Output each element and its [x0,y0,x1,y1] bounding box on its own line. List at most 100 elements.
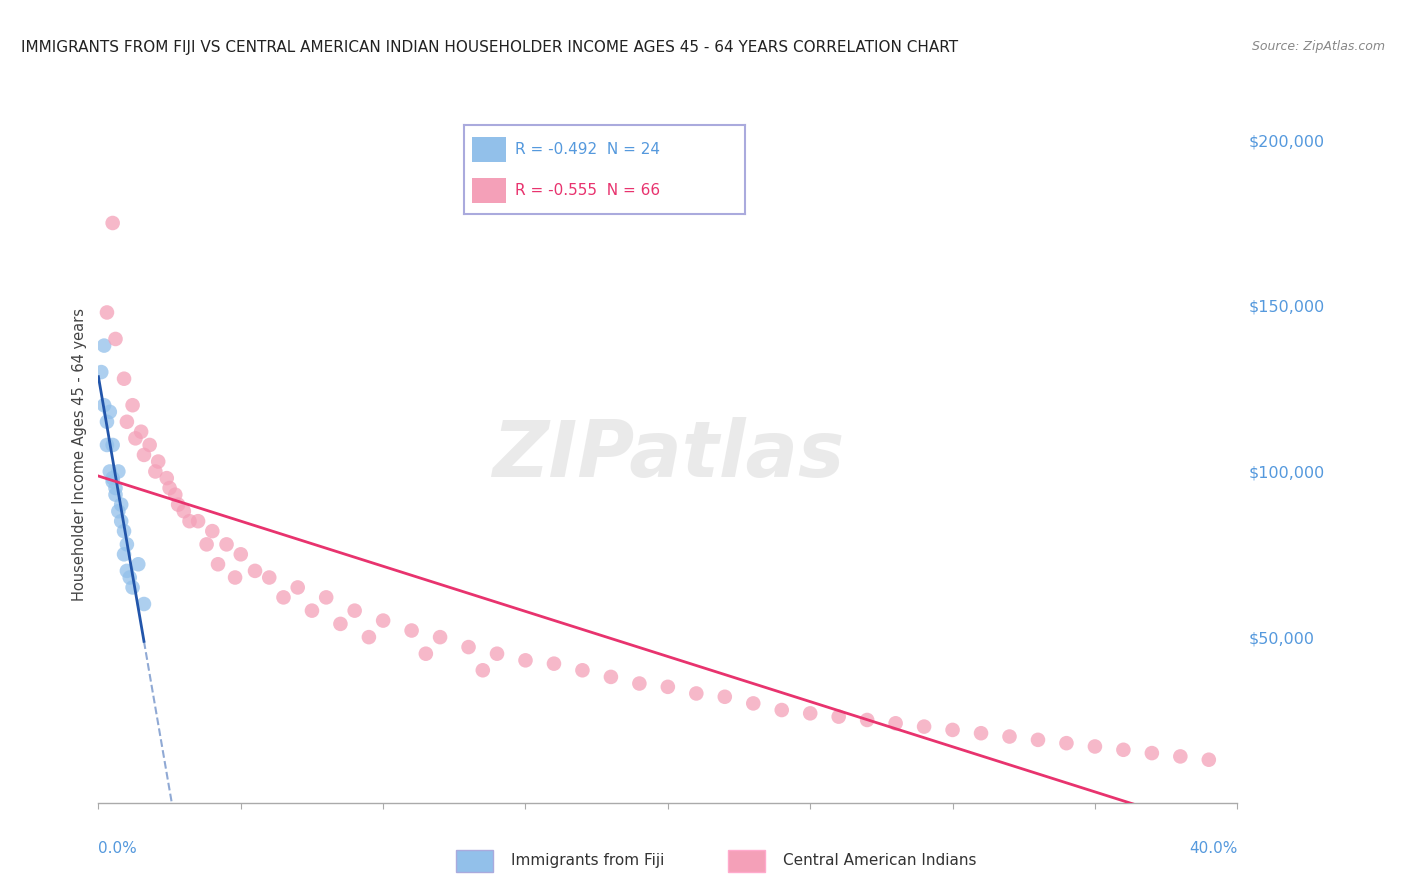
Point [138,438,160,452]
Point [224,570,246,584]
Point [195,537,218,551]
Point [315,591,337,605]
Point [343,604,366,618]
Point [357,630,380,644]
Point [714,690,737,704]
Point [259,570,281,584]
Point [132,597,155,611]
Point [1170,749,1192,764]
Point [115,537,138,551]
Point [101,438,124,452]
Point [127,558,149,572]
Point [828,709,851,723]
Point [1112,743,1135,757]
Point [159,481,181,495]
Point [207,558,229,572]
Point [98,465,121,479]
Point [124,431,146,445]
Point [165,488,187,502]
Point [118,570,141,584]
Point [457,640,479,654]
Point [104,488,127,502]
Point [110,514,132,528]
Point [571,663,593,677]
Point [104,332,127,346]
Point [970,726,993,740]
Point [1198,753,1220,767]
Point [543,657,565,671]
Y-axis label: Householder Income Ages 45 - 64 years: Householder Income Ages 45 - 64 years [72,309,87,601]
Point [657,680,679,694]
Point [770,703,793,717]
Point [329,616,352,631]
Point [145,465,167,479]
Point [156,471,179,485]
Point [148,454,170,468]
Text: 0.0%: 0.0% [98,841,138,856]
Point [167,498,190,512]
Point [912,720,935,734]
FancyBboxPatch shape [456,849,492,872]
Point [115,564,138,578]
Point [112,547,135,561]
Point [93,398,115,412]
Text: IMMIGRANTS FROM FIJI VS CENTRAL AMERICAN INDIAN HOUSEHOLDER INCOME AGES 45 - 64 : IMMIGRANTS FROM FIJI VS CENTRAL AMERICAN… [21,40,959,55]
Point [373,614,395,628]
Point [243,564,266,578]
Point [96,305,118,319]
Point [301,604,323,618]
Point [112,524,135,538]
FancyBboxPatch shape [728,849,765,872]
Point [415,647,437,661]
Point [401,624,423,638]
Text: Central American Indians: Central American Indians [783,854,977,868]
Text: R = -0.492  N = 24: R = -0.492 N = 24 [515,143,659,157]
Point [115,415,138,429]
Point [884,716,907,731]
Point [1084,739,1107,754]
Point [173,504,195,518]
Point [101,216,124,230]
Point [107,504,129,518]
Point [201,524,224,538]
Point [96,438,118,452]
Point [998,730,1021,744]
Point [742,697,765,711]
Point [110,498,132,512]
Point [104,481,127,495]
Point [1056,736,1078,750]
Point [96,415,118,429]
Point [112,372,135,386]
Point [93,338,115,352]
Text: R = -0.555  N = 66: R = -0.555 N = 66 [515,184,659,198]
Point [1140,746,1163,760]
Point [471,663,494,677]
Point [90,365,112,379]
Point [179,514,201,528]
Point [101,471,124,485]
Point [515,653,537,667]
Point [121,581,143,595]
Point [98,405,121,419]
Point [600,670,623,684]
Point [486,647,509,661]
Point [273,591,295,605]
Point [215,537,238,551]
Point [1026,732,1049,747]
Point [101,475,124,489]
Point [121,398,143,412]
Text: ZIPatlas: ZIPatlas [492,417,844,493]
Point [799,706,821,721]
Point [132,448,155,462]
Point [187,514,209,528]
FancyBboxPatch shape [472,178,506,203]
Point [129,425,152,439]
Point [628,676,651,690]
Point [287,581,309,595]
Point [856,713,879,727]
Point [429,630,451,644]
Text: Immigrants from Fiji: Immigrants from Fiji [512,854,665,868]
Point [107,465,129,479]
Point [942,723,965,737]
Point [229,547,252,561]
